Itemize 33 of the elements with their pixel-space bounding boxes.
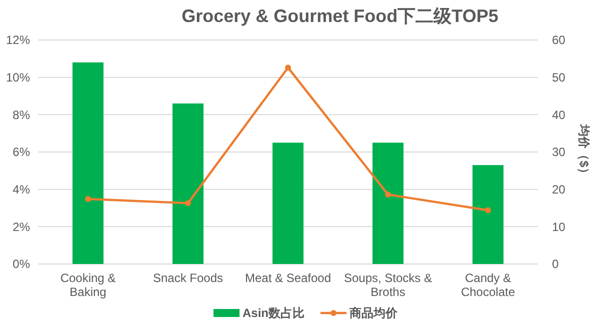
y2-tick-label: 0 — [552, 257, 559, 272]
x-tick-label: Cooking & Baking — [60, 271, 116, 299]
x-tick-label: Snack Foods — [152, 271, 224, 285]
y-tick-label: 12% — [6, 33, 30, 48]
x-tick-label: Soups, Stocks & Broths — [344, 271, 432, 299]
y-tick-label: 4% — [12, 182, 30, 197]
x-tick-label: Candy & Chocolate — [460, 271, 516, 299]
point — [185, 200, 191, 206]
point — [285, 64, 291, 71]
legend-label: Asin数占比 — [242, 306, 305, 320]
y-tick-label: 0% — [12, 257, 30, 272]
y2-axis-title: 均价（$） — [577, 124, 591, 180]
y2-tick-label: 60 — [552, 33, 566, 48]
x-tick-label: Meat & Seafood — [244, 271, 332, 285]
bar — [172, 103, 204, 264]
chart-title: Grocery & Gourmet Food下二级TOP5 — [182, 6, 498, 26]
y2-tick-label: 50 — [552, 70, 566, 85]
y2-tick-label: 40 — [552, 108, 566, 122]
bar — [472, 165, 504, 264]
bar — [372, 142, 404, 264]
y2-tick-label: 20 — [552, 182, 566, 197]
point — [385, 192, 391, 198]
y-tick-label: 6% — [12, 145, 30, 160]
y2-tick-label: 10 — [552, 220, 566, 234]
bar — [272, 142, 304, 264]
legend-label: 商品均价 — [348, 306, 398, 320]
y-tick-label: 10% — [6, 70, 30, 85]
y-tick-label: 8% — [12, 108, 30, 122]
y-tick-label: 2% — [12, 220, 30, 234]
point — [85, 196, 91, 202]
point — [485, 207, 491, 214]
y2-tick-label: 30 — [552, 145, 566, 160]
bar — [72, 62, 104, 264]
